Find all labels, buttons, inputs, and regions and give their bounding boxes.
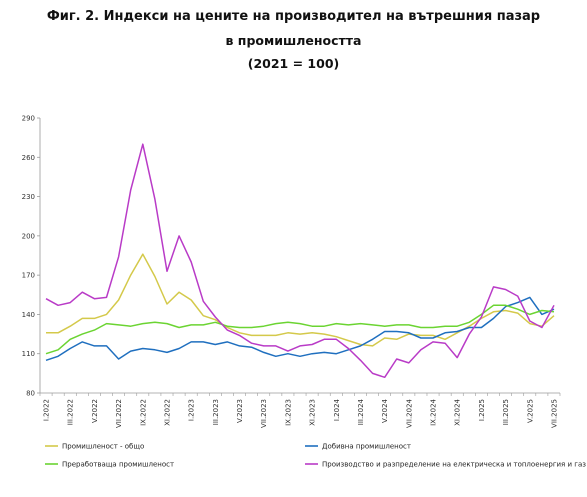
y-tick-label: 260 [22,154,35,162]
y-tick-label: 200 [22,232,35,240]
chart-title-line1: Фиг. 2. Индекси на цените на производите… [46,9,541,24]
y-tick-label: 230 [22,193,35,201]
x-tick-label: IX.2022 [139,399,147,426]
x-tick-label: VII.2024 [405,398,413,428]
x-tick-label: VII.2023 [260,399,268,428]
chart-title-line2: в промишлеността [225,33,362,48]
x-tick-label: V.2024 [381,398,389,422]
x-tick-label: I.2023 [188,399,196,421]
chart-axes: 80 110 140 170 200 230 260 290 I.2022 III.2022 V.2… [22,115,561,428]
x-tick-label: VII.2022 [115,399,123,428]
chart-title-line3: (2021 = 100) [247,56,340,71]
legend-label: Промишленост - общо [62,443,144,451]
y-tick-label: 290 [22,115,35,123]
x-tick-label: VII.2025 [550,399,558,428]
x-tick-label: IX.2023 [284,399,292,426]
legend-label: Добивна промишленост [322,443,411,451]
y-tick-label: 110 [22,350,35,358]
x-tick-label: I.2022 [43,399,51,421]
chart-series [45,143,555,379]
x-tick-label: IX.2024 [430,398,438,425]
x-tick-label: I.2025 [478,399,486,421]
series-line-2 [45,296,555,362]
legend-label: Производство и разпределение на електрич… [322,461,586,469]
x-tick-label: V.2023 [236,399,244,423]
x-tick-label: XI.2022 [163,399,171,426]
y-tick-label: 140 [22,311,35,319]
series-line-4 [45,143,555,379]
series-line-1 [46,253,555,347]
x-tick-label: III.2022 [67,399,75,425]
x-tick-label: V.2025 [526,399,534,423]
x-tick-label: I.2024 [333,398,341,421]
series-line-3 [45,304,555,355]
y-tick-label: 80 [26,390,35,398]
x-tick-label: III.2023 [212,399,220,425]
chart-legend: Промишленост - общо Добивна промишленост П… [45,443,586,469]
x-tick-label: XI.2024 [454,398,462,425]
x-tick-label: XI.2023 [309,399,317,426]
x-tick-label: V.2022 [91,399,99,423]
x-tick-label: III.2024 [357,398,365,425]
x-tick-label: III.2025 [502,399,510,425]
legend-label: Преработваща промишленост [62,461,174,469]
y-tick-label: 170 [22,272,35,280]
